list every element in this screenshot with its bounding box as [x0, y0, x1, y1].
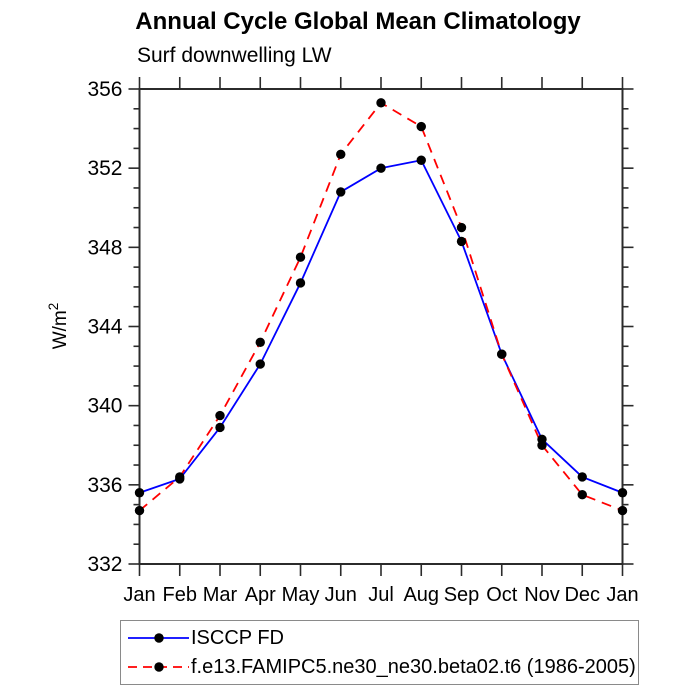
- x-tick-label: Mar: [203, 584, 238, 606]
- x-tick-label: Jul: [368, 584, 394, 606]
- legend-marker-dot: [154, 633, 164, 643]
- x-tick-label: Jun: [325, 584, 357, 606]
- y-axis-label: W/m2: [46, 303, 71, 350]
- data-point-s0: [255, 359, 265, 369]
- x-tick-label: May: [282, 584, 320, 606]
- x-tick-label: Aug: [403, 584, 439, 606]
- data-point-s0: [336, 187, 346, 197]
- x-tick-label: Jan: [606, 584, 638, 606]
- legend-label-1: f.e13.FAMIPC5.ne30_ne30.beta02.t6 (1986-…: [191, 655, 636, 678]
- x-tick-label: Jan: [123, 584, 155, 606]
- y-tick-label: 352: [87, 157, 122, 180]
- data-point-s0: [456, 236, 467, 247]
- x-tick-label: Feb: [163, 584, 197, 606]
- y-tick-label: 356: [87, 78, 122, 101]
- chart-subtitle: Surf downwelling LW: [137, 44, 332, 67]
- y-tick-label: 332: [87, 553, 122, 576]
- data-point-s0: [577, 472, 587, 482]
- x-tick-label: Dec: [564, 584, 600, 606]
- data-point-s1: [215, 410, 225, 421]
- data-point-s1: [134, 505, 145, 516]
- legend-swatch-0: [128, 633, 189, 643]
- data-point-s1: [497, 349, 507, 359]
- data-point-s1: [295, 252, 306, 262]
- legend-entry-model: f.e13.FAMIPC5.ne30_ne30.beta02.t6 (1986-…: [128, 653, 638, 682]
- y-tick-label: 340: [87, 395, 122, 418]
- data-point-s0: [295, 278, 306, 288]
- legend-entry-isccp: ISCCP FD: [128, 624, 638, 653]
- x-tick-label: Nov: [524, 584, 560, 606]
- data-point-s1: [456, 222, 467, 233]
- data-point-s0: [416, 155, 426, 165]
- legend-marker-dot: [154, 662, 164, 672]
- data-point-s0: [134, 488, 145, 498]
- legend-swatch-1: [128, 662, 189, 672]
- data-point-s1: [617, 505, 628, 516]
- data-point-s1: [255, 337, 265, 348]
- series-line-0: [139, 159, 623, 494]
- legend-box: ISCCP FD f.e13.FAMIPC5.ne30_ne30.beta02.…: [120, 620, 639, 685]
- data-point-s0: [215, 422, 225, 433]
- data-point-s1: [175, 472, 185, 482]
- y-tick-label: 348: [87, 236, 122, 259]
- data-point-s1: [577, 490, 587, 500]
- x-tick-label: Sep: [444, 584, 480, 606]
- y-tick-label: 344: [87, 316, 122, 339]
- data-point-s1: [537, 440, 547, 450]
- data-point-s1: [336, 149, 346, 160]
- data-point-s1: [376, 98, 386, 108]
- chart-title: Annual Cycle Global Mean Climatology: [135, 8, 581, 35]
- y-tick-label: 336: [87, 474, 122, 497]
- data-point-s1: [416, 121, 426, 132]
- data-point-s0: [376, 163, 386, 173]
- legend-label-0: ISCCP FD: [191, 626, 284, 649]
- x-tick-label: Apr: [245, 584, 276, 606]
- data-point-s0: [617, 488, 628, 498]
- x-tick-label: Oct: [486, 584, 518, 606]
- axis-box: [138, 88, 624, 565]
